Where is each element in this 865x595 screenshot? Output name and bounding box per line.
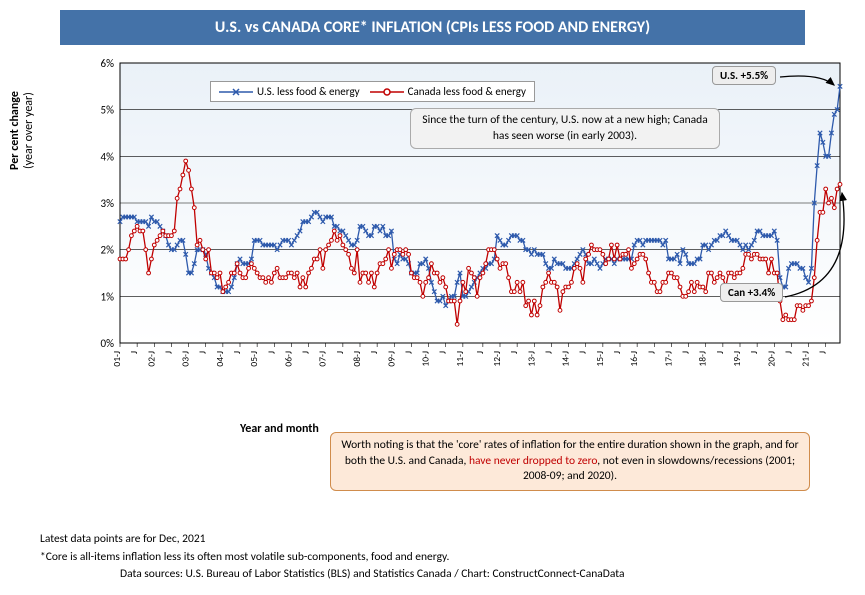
svg-text:J: J <box>714 351 726 354</box>
svg-text:J: J <box>508 351 520 354</box>
x-axis-label: Year and month <box>240 422 319 436</box>
svg-text:J: J <box>334 351 346 354</box>
svg-text:01-J: 01-J <box>111 351 123 367</box>
svg-text:08-J: 08-J <box>351 351 363 367</box>
svg-text:J: J <box>611 351 623 354</box>
svg-text:J: J <box>402 351 414 354</box>
svg-text:J: J <box>128 351 140 354</box>
svg-text:2%: 2% <box>101 244 115 257</box>
svg-text:J: J <box>817 351 829 354</box>
legend-item-canada: Canada less food & energy <box>370 85 526 98</box>
footer: Latest data points are for Dec, 2021 *Co… <box>40 531 624 583</box>
svg-text:03-J: 03-J <box>180 351 192 367</box>
svg-text:13-J: 13-J <box>525 351 537 367</box>
footer-definition: *Core is all-items inflation less its of… <box>40 549 624 566</box>
svg-text:07-J: 07-J <box>317 351 329 367</box>
svg-text:J: J <box>162 351 174 354</box>
svg-text:17-J: 17-J <box>662 351 674 367</box>
legend-marker-us <box>219 86 253 98</box>
svg-text:J: J <box>782 351 794 354</box>
legend: U.S. less food & energy Canada less food… <box>210 81 535 102</box>
callout-main: Since the turn of the century, U.S. now … <box>410 108 720 149</box>
svg-text:04-J: 04-J <box>214 351 226 367</box>
svg-text:12-J: 12-J <box>491 351 503 367</box>
svg-text:02-J: 02-J <box>145 351 157 367</box>
svg-text:5%: 5% <box>101 104 115 117</box>
svg-text:05-J: 05-J <box>248 351 260 367</box>
svg-text:J: J <box>748 351 760 354</box>
svg-text:14-J: 14-J <box>560 351 572 367</box>
svg-text:10-J: 10-J <box>420 351 432 367</box>
chart-title: U.S. vs CANADA CORE* INFLATION (CPIs LES… <box>60 10 805 45</box>
svg-text:6%: 6% <box>101 57 115 70</box>
svg-text:J: J <box>680 351 692 354</box>
note-box: Worth noting is that the 'core' rates of… <box>330 432 810 491</box>
footer-date: Latest data points are for Dec, 2021 <box>40 531 624 548</box>
footer-sources: Data sources: U.S. Bureau of Labor Stati… <box>120 566 624 583</box>
svg-text:21-J: 21-J <box>800 351 812 367</box>
pill-us: U.S. +5.5% <box>712 66 776 85</box>
svg-text:J: J <box>645 351 657 354</box>
svg-text:3%: 3% <box>101 197 115 210</box>
svg-text:16-J: 16-J <box>628 351 640 367</box>
svg-text:J: J <box>437 351 449 354</box>
svg-text:20-J: 20-J <box>765 351 777 367</box>
svg-text:09-J: 09-J <box>385 351 397 367</box>
chart-container: U.S. vs CANADA CORE* INFLATION (CPIs LES… <box>0 0 865 595</box>
legend-item-us: U.S. less food & energy <box>219 85 360 98</box>
y-axis-label: Per cent change (year over year) <box>8 91 36 170</box>
y-axis-label-sub: (year over year) <box>22 91 36 170</box>
chart-area: 0% 1% 2% 3% 4% 5% 6% 01-J J 02-J J 03-J J 04-J J 05-J J 0… <box>80 53 860 393</box>
note-highlight: have never dropped to zero <box>469 454 597 468</box>
svg-text:J: J <box>231 351 243 354</box>
svg-text:1%: 1% <box>101 290 115 303</box>
pill-canada: Can +3.4% <box>720 283 783 302</box>
svg-text:18-J: 18-J <box>697 351 709 367</box>
svg-text:4%: 4% <box>101 150 115 163</box>
svg-text:J: J <box>474 351 486 354</box>
svg-text:J: J <box>577 351 589 354</box>
legend-marker-canada <box>370 86 404 98</box>
svg-text:J: J <box>265 351 277 354</box>
chart-svg: 0% 1% 2% 3% 4% 5% 6% 01-J J 02-J J 03-J J 04-J J 05-J J 0… <box>80 53 860 393</box>
svg-text:19-J: 19-J <box>731 351 743 367</box>
legend-label-canada: Canada less food & energy <box>408 85 526 98</box>
svg-text:J: J <box>300 351 312 354</box>
svg-text:J: J <box>368 351 380 354</box>
svg-text:15-J: 15-J <box>594 351 606 367</box>
legend-label-us: U.S. less food & energy <box>257 85 360 98</box>
svg-text:11-J: 11-J <box>454 351 466 367</box>
svg-text:06-J: 06-J <box>282 351 294 367</box>
svg-text:0%: 0% <box>101 337 115 350</box>
svg-text:J: J <box>197 351 209 354</box>
svg-text:J: J <box>542 351 554 354</box>
y-axis-label-main: Per cent change <box>8 91 22 170</box>
